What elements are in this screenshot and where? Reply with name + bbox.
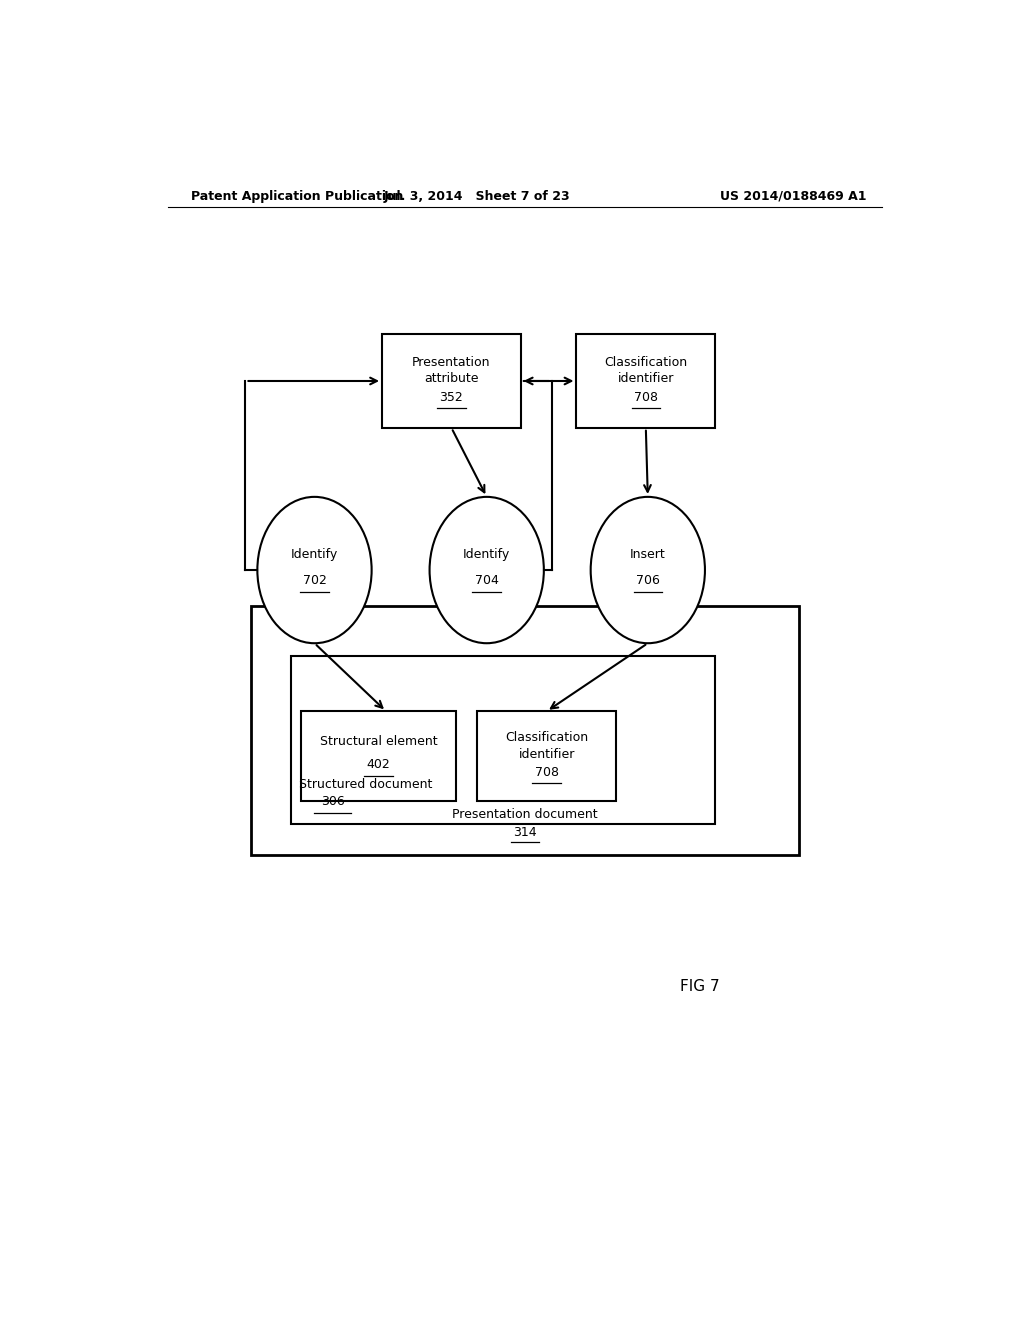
Text: Presentation: Presentation [412, 356, 490, 370]
Bar [382, 334, 521, 428]
Text: Structured document: Structured document [299, 777, 432, 791]
Text: Patent Application Publication: Patent Application Publication [191, 190, 403, 202]
Bar [291, 656, 715, 824]
Text: 708: 708 [535, 766, 559, 779]
Bar [301, 711, 456, 801]
Text: Presentation document: Presentation document [452, 808, 598, 821]
Text: Identify: Identify [463, 548, 510, 561]
Circle shape [430, 496, 544, 643]
Circle shape [257, 496, 372, 643]
Text: US 2014/0188469 A1: US 2014/0188469 A1 [720, 190, 866, 202]
Bar [577, 334, 716, 428]
Text: Classification: Classification [604, 356, 687, 370]
Text: identifier: identifier [617, 372, 674, 385]
Text: Jul. 3, 2014   Sheet 7 of 23: Jul. 3, 2014 Sheet 7 of 23 [384, 190, 570, 202]
Text: 702: 702 [302, 574, 327, 586]
Text: Classification: Classification [505, 731, 588, 744]
Text: 314: 314 [513, 826, 537, 838]
Text: Identify: Identify [291, 548, 338, 561]
Bar [251, 606, 799, 854]
Text: Insert: Insert [630, 548, 666, 561]
Text: FIG 7: FIG 7 [680, 979, 719, 994]
Bar [477, 711, 616, 801]
Text: 704: 704 [475, 574, 499, 586]
Text: 708: 708 [634, 391, 657, 404]
Text: 352: 352 [439, 391, 463, 404]
Circle shape [591, 496, 705, 643]
Text: 402: 402 [367, 758, 390, 771]
Text: Structural element: Structural element [319, 735, 437, 748]
Text: 706: 706 [636, 574, 659, 586]
Text: 306: 306 [321, 795, 345, 808]
Text: attribute: attribute [424, 372, 478, 385]
Text: identifier: identifier [518, 747, 574, 760]
